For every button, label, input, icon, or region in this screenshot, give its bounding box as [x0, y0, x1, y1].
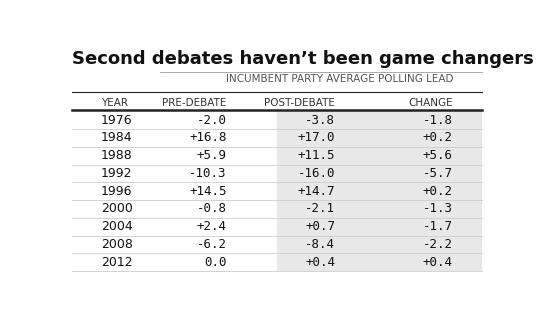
Text: +0.7: +0.7 [305, 220, 335, 233]
Bar [277, 129, 482, 147]
Text: -1.7: -1.7 [422, 220, 453, 233]
Text: -6.2: -6.2 [197, 238, 227, 251]
Text: POST-DEBATE: POST-DEBATE [265, 98, 335, 108]
Text: -8.4: -8.4 [305, 238, 335, 251]
Text: -16.0: -16.0 [298, 167, 335, 180]
Text: 1996: 1996 [101, 185, 132, 198]
Text: CHANGE: CHANGE [408, 98, 453, 108]
Bar [277, 182, 482, 200]
Text: -1.8: -1.8 [422, 113, 453, 126]
Text: +0.2: +0.2 [422, 185, 453, 198]
Text: +0.4: +0.4 [422, 256, 453, 269]
Bar [277, 165, 482, 182]
Text: -0.8: -0.8 [197, 202, 227, 215]
Text: -3.8: -3.8 [305, 113, 335, 126]
Text: +0.4: +0.4 [305, 256, 335, 269]
Text: 1992: 1992 [101, 167, 132, 180]
Bar [277, 147, 482, 165]
Text: +14.5: +14.5 [189, 185, 227, 198]
Text: -2.1: -2.1 [305, 202, 335, 215]
Text: YEAR: YEAR [101, 98, 128, 108]
Bar [277, 218, 482, 236]
Text: +11.5: +11.5 [298, 149, 335, 162]
Text: -2.2: -2.2 [422, 238, 453, 251]
Text: +5.6: +5.6 [422, 149, 453, 162]
Text: 1984: 1984 [101, 131, 133, 144]
Text: 2000: 2000 [101, 202, 133, 215]
Text: +5.9: +5.9 [197, 149, 227, 162]
Text: -5.7: -5.7 [422, 167, 453, 180]
Bar [277, 236, 482, 253]
Bar [277, 111, 482, 129]
Text: 0.0: 0.0 [204, 256, 227, 269]
Text: +17.0: +17.0 [298, 131, 335, 144]
Bar [277, 253, 482, 271]
Text: INCUMBENT PARTY AVERAGE POLLING LEAD: INCUMBENT PARTY AVERAGE POLLING LEAD [226, 74, 453, 84]
Text: -10.3: -10.3 [189, 167, 227, 180]
Text: 2012: 2012 [101, 256, 133, 269]
Text: -2.0: -2.0 [197, 113, 227, 126]
Text: 1976: 1976 [101, 113, 133, 126]
Text: +0.2: +0.2 [422, 131, 453, 144]
Text: 2004: 2004 [101, 220, 133, 233]
Text: +16.8: +16.8 [189, 131, 227, 144]
Text: -1.3: -1.3 [422, 202, 453, 215]
Text: 2008: 2008 [101, 238, 133, 251]
Text: +2.4: +2.4 [197, 220, 227, 233]
Text: +14.7: +14.7 [298, 185, 335, 198]
Text: 1988: 1988 [101, 149, 133, 162]
Bar [277, 200, 482, 218]
Text: Second debates haven’t been game changers: Second debates haven’t been game changer… [72, 50, 534, 68]
Text: PRE-DEBATE: PRE-DEBATE [162, 98, 227, 108]
